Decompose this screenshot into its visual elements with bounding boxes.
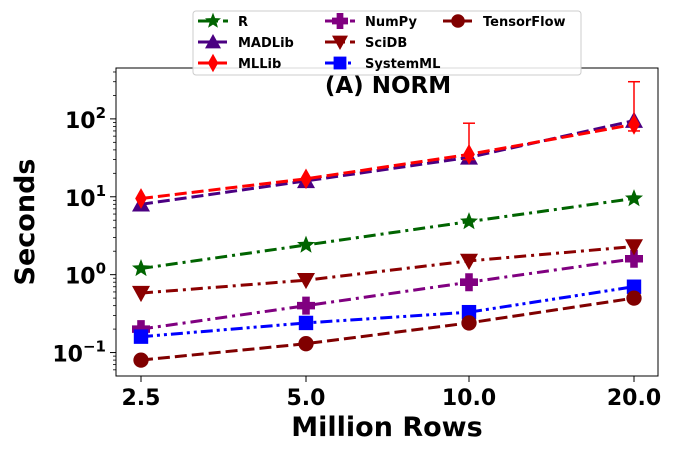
data-point-r (625, 189, 643, 207)
x-axis-label: Million Rows (291, 412, 482, 443)
legend-entry-r: R (198, 12, 248, 30)
legend-entry-scidb: SciDB (325, 35, 407, 51)
y-tick-label: 10−1 (52, 338, 106, 368)
x-tick-label: 20.0 (607, 386, 661, 411)
data-point-numpy (132, 320, 150, 339)
y-axis-label: Seconds (10, 159, 41, 286)
legend-label-madlib: MADLib (238, 36, 294, 51)
legend-marker-scidb (332, 35, 348, 50)
data-point-tensorflow (298, 336, 314, 352)
data-point-numpy (460, 273, 478, 292)
chart-title: (A) NORM (325, 73, 451, 99)
legend-entry-mllib: MLLib (198, 53, 281, 73)
data-point-mllib (628, 114, 640, 135)
data-point-tensorflow (626, 290, 642, 306)
data-point-numpy (625, 249, 643, 268)
legend-marker-systemml (333, 56, 347, 70)
series-numpy (132, 249, 643, 339)
legend-marker-r (205, 12, 221, 28)
data-point-mllib (463, 144, 475, 165)
data-point-scidb (297, 272, 315, 290)
data-point-systemml (133, 329, 149, 344)
x-tick-label: 2.5 (122, 386, 161, 411)
legend-entry-systemml: SystemML (325, 56, 440, 72)
series-line-madlib (140, 119, 635, 206)
x-tick-label: 10.0 (442, 386, 496, 411)
series-r (132, 189, 643, 277)
legend-marker-mllib (207, 53, 219, 73)
y-tick-label: 100 (65, 260, 106, 290)
data-point-numpy (297, 296, 315, 315)
legend-label-scidb: SciDB (365, 36, 407, 51)
data-point-systemml (298, 315, 314, 331)
y-tick-label: 101 (65, 182, 106, 212)
legend-marker-tensorflow (451, 14, 465, 28)
series-line-scidb (140, 245, 635, 295)
data-point-scidb (132, 285, 150, 303)
legend-marker-numpy (332, 13, 349, 29)
axes: 2.5 5.0 10.0 20.0 10−1 100 101 102 (52, 67, 661, 411)
data-point-scidb (460, 253, 478, 270)
series-line-mllib (140, 122, 635, 200)
series-tensorflow (133, 290, 642, 368)
data-point-r (460, 212, 478, 230)
data-point-scidb (625, 239, 643, 256)
plot-frame (115, 67, 659, 377)
data-point-mllib (300, 168, 312, 190)
legend-label-r: R (238, 15, 248, 30)
legend-label-mllib: MLLib (238, 57, 281, 72)
series-line-systemml (140, 285, 635, 339)
legend-label-tensorflow: TensorFlow (483, 15, 566, 30)
legend-label-systemml: SystemML (365, 57, 440, 72)
legend-label-numpy: NumPy (365, 15, 417, 30)
data-point-tensorflow (133, 352, 149, 368)
legend: R MADLib MLLib NumPy SciDB SystemML TensorFlow (192, 10, 582, 76)
data-point-tensorflow (461, 315, 477, 331)
data-point-r (132, 259, 150, 277)
legend-marker-madlib (205, 34, 221, 49)
y-tick-label: 102 (65, 104, 106, 134)
plot-area (132, 80, 643, 368)
legend-box (192, 10, 582, 76)
legend-entry-madlib: MADLib (198, 34, 294, 51)
data-point-systemml (461, 304, 477, 320)
series-line-tensorflow (140, 296, 635, 362)
legend-entry-numpy: NumPy (325, 13, 417, 30)
series-line-r (140, 197, 635, 270)
x-tick-label: 5.0 (287, 386, 326, 411)
series-line-numpy (140, 257, 635, 331)
data-point-systemml (626, 279, 642, 294)
data-point-r (297, 235, 315, 253)
series-madlib (132, 111, 643, 212)
series-mllib (135, 80, 640, 209)
legend-entry-tensorflow: TensorFlow (443, 14, 566, 30)
series-scidb (132, 239, 643, 303)
series-systemml (133, 279, 642, 344)
data-point-mllib (135, 188, 147, 209)
